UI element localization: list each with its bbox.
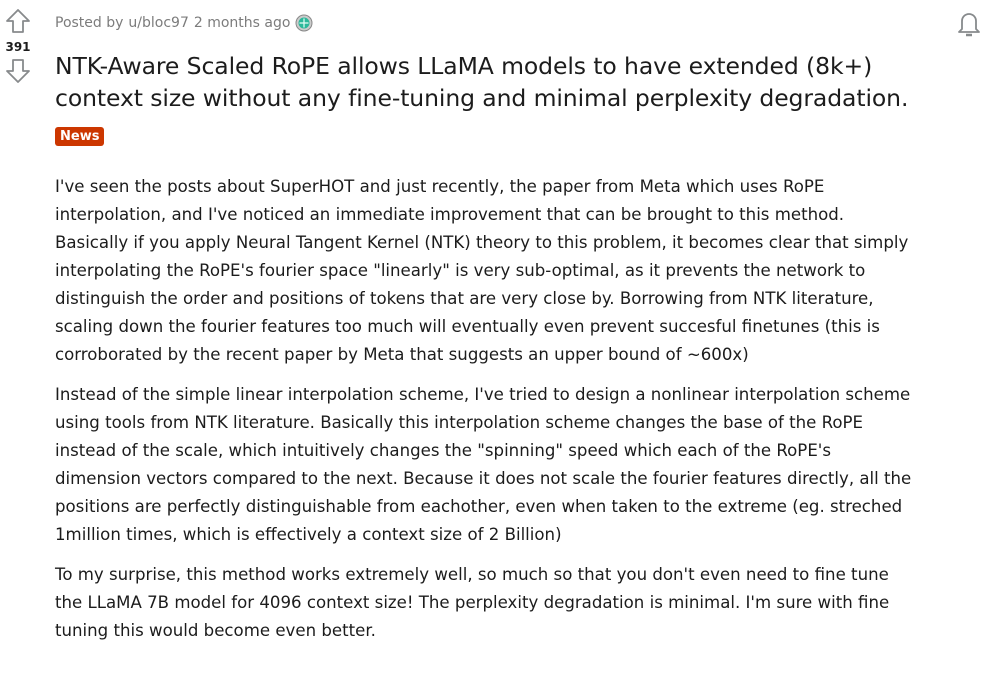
paragraph: I've seen the posts about SuperHOT and j… <box>55 173 911 369</box>
upvote-icon[interactable] <box>5 8 31 34</box>
post-meta: Posted by u/bloc97 2 months ago <box>55 14 313 32</box>
vote-column: 391 <box>0 8 36 84</box>
vote-score: 391 <box>5 40 31 54</box>
paragraph: To my surprise, this method works extrem… <box>55 561 911 645</box>
text-line: distinguish the order and positions of t… <box>55 289 874 308</box>
post-time: 2 months ago <box>193 15 291 31</box>
downvote-icon[interactable] <box>5 58 31 84</box>
text-line: tuning this would become even better. <box>55 621 376 640</box>
text-line: scaling down the fourier features too mu… <box>55 317 880 336</box>
text-line: interpolating the RoPE's fourier space "… <box>55 261 866 280</box>
text-line: Basically if you apply Neural Tangent Ke… <box>55 233 909 252</box>
text-line: To my surprise, this method works extrem… <box>55 565 889 584</box>
award-icon[interactable] <box>295 14 313 32</box>
text-line: Instead of the simple linear interpolati… <box>55 385 911 404</box>
text-line: using tools from NTK literature. Basical… <box>55 413 864 432</box>
post-title[interactable]: NTK-Aware Scaled RoPE allows LLaMA model… <box>55 50 908 114</box>
title-line: context size without any fine-tuning and… <box>55 84 909 112</box>
text-line: the LLaMA 7B model for 4096 context size… <box>55 593 890 612</box>
title-line: NTK-Aware Scaled RoPE allows LLaMA model… <box>55 52 873 80</box>
bell-icon[interactable] <box>956 10 982 38</box>
paragraph: Instead of the simple linear interpolati… <box>55 381 911 549</box>
text-line: corroborated by the recent paper by Meta… <box>55 345 749 364</box>
text-line: positions are perfectly distinguishable … <box>55 497 903 516</box>
flair-badge[interactable]: News <box>55 127 105 146</box>
author-link[interactable]: u/bloc97 <box>128 15 189 31</box>
post-body: I've seen the posts about SuperHOT and j… <box>55 173 911 657</box>
text-line: dimension vectors compared to the next. … <box>55 469 912 488</box>
text-line: 1million times, which is effectively a c… <box>55 525 562 544</box>
posted-by-label: Posted by <box>55 15 124 31</box>
text-line: instead of the scale, which intuitively … <box>55 441 832 460</box>
text-line: I've seen the posts about SuperHOT and j… <box>55 177 825 196</box>
text-line: interpolation, and I've noticed an immed… <box>55 205 845 224</box>
